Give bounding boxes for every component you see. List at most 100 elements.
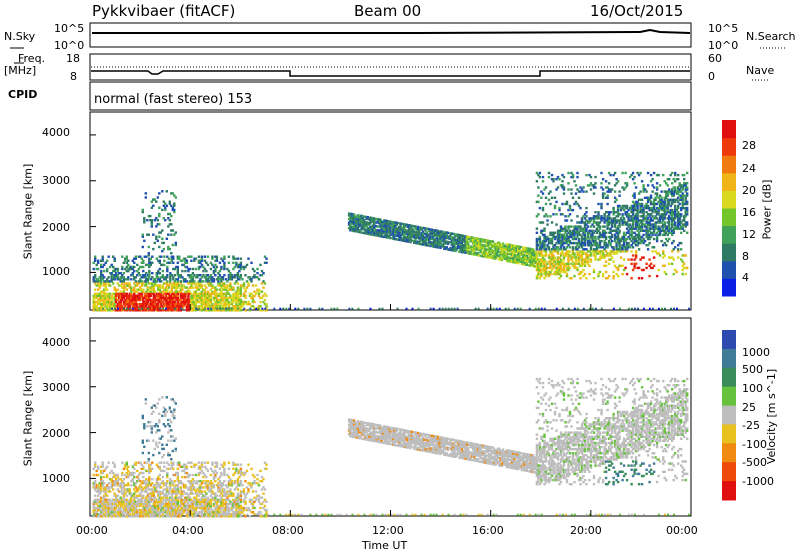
velocity-cell (118, 478, 121, 481)
power-cell (592, 215, 596, 218)
power-cell (589, 225, 593, 228)
power-cell (148, 257, 151, 260)
power-cell (538, 268, 542, 272)
power-cell (449, 246, 452, 250)
power-cell (613, 171, 617, 175)
power-cell (476, 241, 480, 244)
power-cell (595, 252, 599, 255)
power-cell (546, 266, 549, 270)
power-cell (574, 225, 578, 228)
power-cell (134, 255, 137, 258)
power-cell (218, 261, 222, 264)
power-cell (416, 225, 420, 229)
power-cell (499, 251, 502, 254)
power-cell (621, 237, 624, 241)
power-cell (438, 242, 441, 246)
power-cell (651, 184, 654, 187)
power-cell (176, 265, 179, 269)
power-cell (449, 232, 452, 235)
power-cell (537, 244, 540, 247)
power-cell (592, 250, 596, 253)
power-cell (169, 276, 172, 279)
power-cell (631, 208, 635, 212)
power-cell (546, 262, 549, 265)
power-cell (564, 262, 567, 265)
power-cell (155, 200, 158, 203)
power-cell (217, 276, 220, 279)
power-cell (188, 300, 192, 304)
velocity-cell (107, 486, 110, 489)
power-cell (498, 241, 501, 245)
power-cell (185, 265, 189, 269)
power-cell (680, 194, 683, 197)
power-cell (122, 278, 125, 281)
power-cell (211, 255, 214, 258)
power-cell (176, 298, 179, 302)
power-cell (115, 296, 118, 300)
power-cell (179, 288, 182, 291)
power-cell (594, 258, 597, 261)
power-cell (202, 302, 205, 306)
power-cell (233, 276, 237, 279)
power-cell (97, 284, 100, 287)
power-cell (223, 255, 226, 258)
power-cell (169, 300, 172, 304)
power-cell (459, 234, 462, 237)
velocity-cell (100, 504, 103, 508)
power-cell (149, 288, 152, 291)
power-cell (556, 239, 560, 243)
power-cell (589, 241, 593, 245)
power-cell (562, 258, 566, 261)
power-cell (217, 292, 220, 295)
power-cell (655, 213, 659, 216)
power-cell (640, 198, 644, 201)
power-cell (215, 288, 219, 291)
power-cell (471, 240, 475, 243)
velocity-cell (122, 482, 125, 485)
power-cell (162, 204, 165, 207)
power-cell (627, 208, 630, 212)
power-cell (478, 248, 481, 252)
power-cell (236, 278, 240, 281)
power-cell (549, 260, 552, 263)
power-cell (200, 300, 204, 304)
power-cell (219, 307, 222, 310)
power-cell (263, 282, 267, 285)
power-cell (431, 245, 435, 248)
power-cell (209, 276, 213, 279)
power-cell (576, 215, 579, 218)
power-cell (686, 171, 689, 175)
power-cell (649, 180, 653, 183)
power-cell (672, 229, 675, 232)
velocity-cell (94, 511, 97, 514)
power-cell (555, 250, 558, 253)
power-cell (624, 250, 627, 253)
power-cell (622, 237, 626, 241)
power-cell (157, 300, 160, 304)
power-cell (624, 237, 627, 241)
power-cell (589, 254, 593, 257)
power-cell (639, 215, 642, 218)
power-cell (633, 204, 636, 208)
velocity-cell (100, 486, 103, 489)
power-cell (594, 229, 597, 232)
power-cell (131, 259, 134, 262)
power-cell (652, 186, 656, 189)
velocity-cell (115, 478, 118, 481)
power-cell (637, 277, 641, 280)
power-cell (223, 284, 226, 287)
power-cell (226, 307, 229, 310)
power-cell (359, 223, 362, 227)
power-cell (684, 186, 687, 189)
power-cell (226, 300, 229, 304)
power-cell (657, 211, 660, 214)
power-cell (368, 231, 371, 234)
power-cell (564, 235, 567, 239)
time-tick-6: 00:00 (666, 524, 698, 537)
power-cell (665, 211, 668, 214)
power-cell (151, 292, 154, 295)
power-cell (139, 286, 142, 289)
power-cell (206, 274, 210, 277)
power-cell (199, 265, 202, 269)
power-cell (92, 309, 95, 312)
